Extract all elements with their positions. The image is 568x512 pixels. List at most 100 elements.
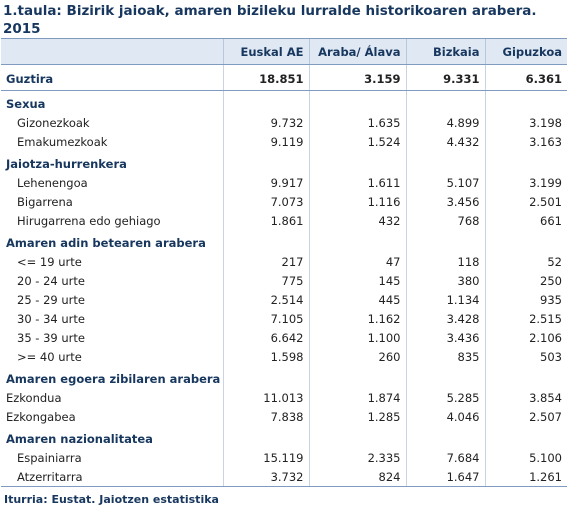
cell: 1.598 [222, 347, 309, 366]
row-label: Ezkongabea [6, 409, 76, 424]
row-label: >= 40 urte [17, 349, 82, 364]
table-row: Ezkondua 11.013 1.874 5.285 3.854 [1, 388, 567, 407]
column-header: Araba/ Álava [308, 38, 406, 65]
cell: 835 [405, 347, 485, 366]
cell: 445 [308, 290, 406, 309]
cell: 2.106 [484, 328, 567, 347]
cell: 5.107 [405, 173, 485, 192]
row-label: Ezkondua [6, 390, 62, 405]
section-header-row: Amaren egoera zibilaren arabera [1, 366, 567, 388]
section-header-row: Amaren adin betearen arabera [1, 230, 567, 252]
table-title: 1.taula: Bizirik jaioak, amaren bizileku… [3, 3, 537, 37]
cell: 1.116 [308, 192, 406, 211]
table-row: >= 40 urte 1.598 260 835 503 [1, 347, 567, 366]
cell: 47 [308, 252, 406, 271]
cell: 3.198 [484, 113, 567, 132]
cell: 3.199 [484, 173, 567, 192]
cell: 15.119 [222, 448, 309, 467]
cell: 3.163 [484, 132, 567, 151]
cell: 1.611 [308, 173, 406, 192]
row-label: <= 19 urte [17, 254, 82, 269]
cell: 145 [308, 271, 406, 290]
cell: 9.732 [222, 113, 309, 132]
cell: 3.854 [484, 388, 567, 407]
row-label: Emakumezkoak [17, 134, 108, 149]
row-label: 30 - 34 urte [17, 311, 85, 326]
cell: 52 [484, 252, 567, 271]
table-row: Bigarrena 7.073 1.116 3.456 2.501 [1, 192, 567, 211]
cell: 1.261 [484, 467, 567, 487]
cell: 9.917 [222, 173, 309, 192]
births-table: Euskal AE Araba/ Álava Bizkaia Gipuzkoa … [1, 38, 567, 487]
table-row: 30 - 34 urte 7.105 1.162 3.428 2.515 [1, 309, 567, 328]
table-row: <= 19 urte 217 47 118 52 [1, 252, 567, 271]
table-row: 20 - 24 urte 775 145 380 250 [1, 271, 567, 290]
cell: 2.507 [484, 407, 567, 426]
cell: 2.514 [222, 290, 309, 309]
cell: 7.105 [222, 309, 309, 328]
cell: 3.428 [405, 309, 485, 328]
row-label: Espainiarra [17, 450, 82, 465]
cell: 5.100 [484, 448, 567, 467]
row-label: Lehenengoa [17, 175, 88, 190]
row-label: 35 - 39 urte [17, 330, 85, 345]
cell: 4.432 [405, 132, 485, 151]
cell: 1.861 [222, 211, 309, 230]
table-row: Espainiarra 15.119 2.335 7.684 5.100 [1, 448, 567, 467]
cell: 118 [405, 252, 485, 271]
row-label: Gizonezkoak [17, 115, 90, 130]
cell: 1.162 [308, 309, 406, 328]
column-header: Euskal AE [222, 38, 309, 65]
cell: 1.874 [308, 388, 406, 407]
cell: 18.851 [222, 64, 309, 91]
section-title: Amaren adin betearen arabera [6, 236, 206, 250]
cell: 2.501 [484, 192, 567, 211]
cell: 824 [308, 467, 406, 487]
table-row: 25 - 29 urte 2.514 445 1.134 935 [1, 290, 567, 309]
section-header-row: Jaiotza-hurrenkera [1, 151, 567, 173]
cell: 7.073 [222, 192, 309, 211]
cell: 7.684 [405, 448, 485, 467]
cell: 3.732 [222, 467, 309, 487]
cell: 775 [222, 271, 309, 290]
table-row: Emakumezkoak 9.119 1.524 4.432 3.163 [1, 132, 567, 151]
source-note: Iturria: Eustat. Jaiotzen estatistika [4, 493, 219, 506]
cell: 1.100 [308, 328, 406, 347]
cell: 380 [405, 271, 485, 290]
cell: 5.285 [405, 388, 485, 407]
cell: 2.335 [308, 448, 406, 467]
section-title: Amaren nazionalitatea [6, 432, 153, 446]
cell: 1.134 [405, 290, 485, 309]
cell: 1.524 [308, 132, 406, 151]
row-label: 20 - 24 urte [17, 273, 85, 288]
table-row: Ezkongabea 7.838 1.285 4.046 2.507 [1, 407, 567, 426]
row-label: 25 - 29 urte [17, 292, 85, 307]
cell: 661 [484, 211, 567, 230]
row-label: Guztira [1, 64, 223, 91]
header-row: Euskal AE Araba/ Álava Bizkaia Gipuzkoa [1, 38, 567, 65]
total-row: Guztira 18.851 3.159 9.331 6.361 [1, 64, 567, 91]
cell: 260 [308, 347, 406, 366]
table-row: Gizonezkoak 9.732 1.635 4.899 3.198 [1, 113, 567, 132]
cell: 768 [405, 211, 485, 230]
column-header: Bizkaia [405, 38, 485, 65]
cell: 1.285 [308, 407, 406, 426]
cell: 250 [484, 271, 567, 290]
cell: 2.515 [484, 309, 567, 328]
cell: 935 [484, 290, 567, 309]
cell: 217 [222, 252, 309, 271]
cell: 6.642 [222, 328, 309, 347]
cell: 503 [484, 347, 567, 366]
cell: 432 [308, 211, 406, 230]
row-label: Hirugarrena edo gehiago [17, 213, 161, 228]
cell: 3.159 [308, 64, 406, 91]
cell: 3.436 [405, 328, 485, 347]
cell: 7.838 [222, 407, 309, 426]
row-label: Atzerritarra [1, 467, 223, 487]
row-label: Bigarrena [17, 194, 73, 209]
cell: 3.456 [405, 192, 485, 211]
table-row: Hirugarrena edo gehiago 1.861 432 768 66… [1, 211, 567, 230]
section-title: Jaiotza-hurrenkera [6, 157, 127, 171]
cell: 9.331 [405, 64, 485, 91]
cell: 6.361 [484, 64, 567, 91]
